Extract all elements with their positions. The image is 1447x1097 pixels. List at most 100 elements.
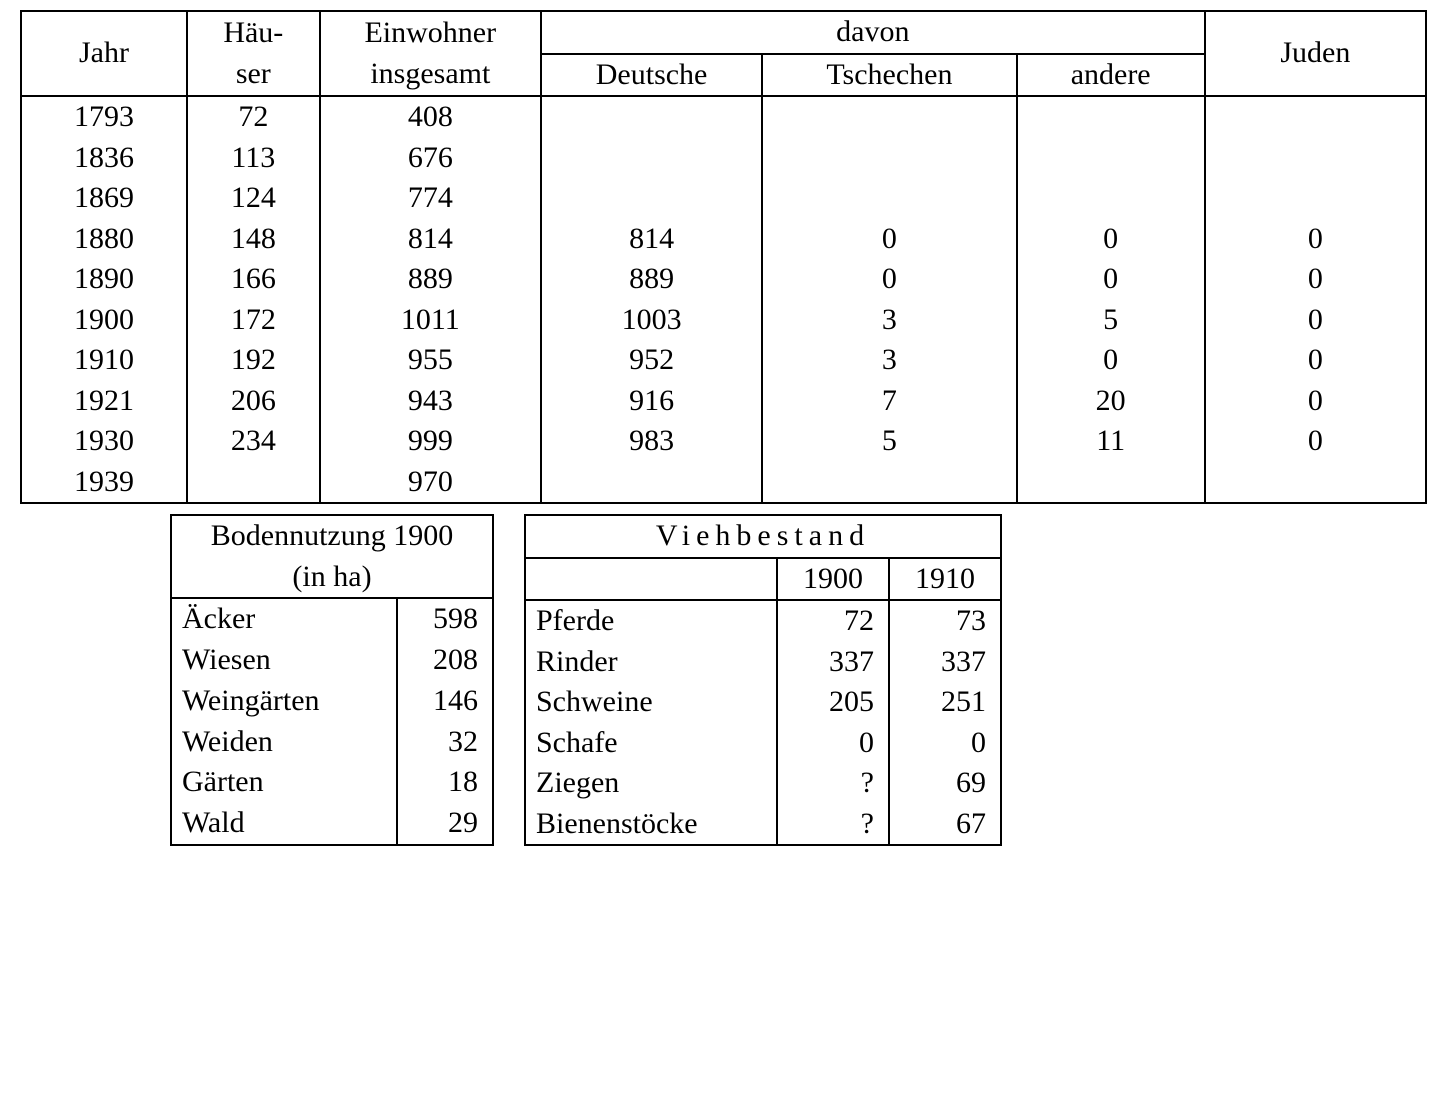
cell-andere: 20 (1017, 381, 1205, 422)
table-row: 19302349999835110 (21, 421, 1426, 462)
table-row: Weiden32 (171, 721, 493, 762)
cell-jahr: 1921 (21, 381, 187, 422)
cell-deutsche (541, 138, 762, 179)
cell-andere (1017, 96, 1205, 138)
landuse-caption-l2: (in ha) (292, 560, 371, 593)
cell-tschechen: 0 (762, 259, 1016, 300)
cell-andere: 5 (1017, 300, 1205, 341)
cell-juden: 0 (1205, 381, 1426, 422)
col-andere: andere (1017, 54, 1205, 97)
cell-tschechen: 5 (762, 421, 1016, 462)
population-body: 1793724081836113676186912477418801488148… (21, 96, 1426, 503)
livestock-val-y1: 72 (777, 600, 889, 642)
landuse-caption-l1: Bodennutzung 1900 (211, 519, 453, 552)
cell-einwohner: 676 (320, 138, 541, 179)
livestock-caption: Viehbestand (525, 515, 1001, 558)
landuse-label: Wiesen (171, 640, 397, 681)
cell-deutsche: 916 (541, 381, 762, 422)
landuse-value: 18 (397, 762, 493, 803)
livestock-val-y2: 67 (889, 804, 1001, 846)
livestock-val-y1: 337 (777, 642, 889, 683)
landuse-table: Bodennutzung 1900 (in ha) Äcker598Wiesen… (170, 514, 494, 846)
cell-andere: 0 (1017, 219, 1205, 260)
cell-juden (1205, 96, 1426, 138)
table-row: Bienenstöcke?67 (525, 804, 1001, 846)
table-row: Rinder337337 (525, 642, 1001, 683)
cell-haeuser: 172 (187, 300, 320, 341)
cell-haeuser: 113 (187, 138, 320, 179)
cell-deutsche: 814 (541, 219, 762, 260)
col-haeuser: Häu- ser (187, 11, 320, 96)
cell-einwohner: 943 (320, 381, 541, 422)
cell-tschechen: 3 (762, 300, 1016, 341)
table-row: 1939970 (21, 462, 1426, 504)
cell-einwohner: 774 (320, 178, 541, 219)
cell-einwohner: 889 (320, 259, 541, 300)
cell-haeuser: 192 (187, 340, 320, 381)
cell-einwohner: 814 (320, 219, 541, 260)
landuse-value: 146 (397, 681, 493, 722)
livestock-val-y2: 0 (889, 723, 1001, 764)
landuse-value: 29 (397, 803, 493, 845)
cell-deutsche (541, 462, 762, 504)
cell-jahr: 1930 (21, 421, 187, 462)
cell-juden (1205, 178, 1426, 219)
cell-tschechen: 0 (762, 219, 1016, 260)
cell-juden: 0 (1205, 340, 1426, 381)
livestock-val-y2: 337 (889, 642, 1001, 683)
livestock-year-2: 1910 (889, 558, 1001, 601)
livestock-label: Schweine (525, 682, 777, 723)
col-tschechen: Tschechen (762, 54, 1016, 97)
landuse-label: Weiden (171, 721, 397, 762)
cell-jahr: 1939 (21, 462, 187, 504)
table-row: Wald29 (171, 803, 493, 845)
table-row: Äcker598 (171, 598, 493, 640)
col-einwohner-l2: insgesamt (370, 57, 490, 90)
landuse-label: Äcker (171, 598, 397, 640)
cell-andere: 11 (1017, 421, 1205, 462)
livestock-year-1: 1900 (777, 558, 889, 601)
cell-juden (1205, 138, 1426, 179)
landuse-value: 32 (397, 721, 493, 762)
cell-tschechen: 7 (762, 381, 1016, 422)
col-jahr: Jahr (21, 11, 187, 96)
landuse-caption: Bodennutzung 1900 (in ha) (171, 515, 493, 598)
cell-juden: 0 (1205, 421, 1426, 462)
cell-juden (1205, 462, 1426, 504)
cell-deutsche: 889 (541, 259, 762, 300)
landuse-label: Gärten (171, 762, 397, 803)
cell-jahr: 1869 (21, 178, 187, 219)
cell-deutsche: 983 (541, 421, 762, 462)
cell-juden: 0 (1205, 300, 1426, 341)
landuse-value: 208 (397, 640, 493, 681)
table-row: Pferde7273 (525, 600, 1001, 642)
table-row: Gärten18 (171, 762, 493, 803)
population-table: Jahr Häu- ser Einwohner insgesamt davon … (20, 10, 1427, 504)
table-row: 179372408 (21, 96, 1426, 138)
livestock-val-y2: 251 (889, 682, 1001, 723)
table-row: 1890166889889000 (21, 259, 1426, 300)
cell-tschechen (762, 138, 1016, 179)
livestock-years-blank (525, 558, 777, 601)
cell-haeuser: 166 (187, 259, 320, 300)
cell-tschechen (762, 178, 1016, 219)
col-einwohner: Einwohner insgesamt (320, 11, 541, 96)
cell-einwohner: 955 (320, 340, 541, 381)
cell-juden: 0 (1205, 219, 1426, 260)
cell-jahr: 1880 (21, 219, 187, 260)
table-row: Weingärten146 (171, 681, 493, 722)
cell-jahr: 1900 (21, 300, 187, 341)
cell-deutsche: 1003 (541, 300, 762, 341)
cell-andere (1017, 138, 1205, 179)
livestock-table: Viehbestand 1900 1910 Pferde7273Rinder33… (524, 514, 1002, 846)
table-row: 19212069439167200 (21, 381, 1426, 422)
table-row: Ziegen?69 (525, 763, 1001, 804)
table-row: 190017210111003350 (21, 300, 1426, 341)
landuse-body: Äcker598Wiesen208Weingärten146Weiden32Gä… (171, 598, 493, 845)
cell-haeuser: 148 (187, 219, 320, 260)
cell-einwohner: 999 (320, 421, 541, 462)
table-row: 1869124774 (21, 178, 1426, 219)
livestock-label: Pferde (525, 600, 777, 642)
cell-haeuser: 234 (187, 421, 320, 462)
cell-andere: 0 (1017, 259, 1205, 300)
